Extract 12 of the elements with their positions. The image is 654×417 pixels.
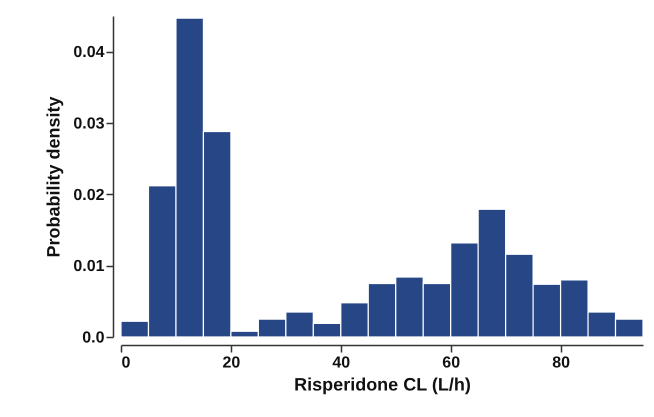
x-tick-label: 40 (332, 354, 350, 372)
x-tick-label: 0 (122, 354, 130, 372)
y-axis-title: Probability density (43, 96, 64, 258)
y-tick-label: 0.01 (73, 258, 105, 276)
x-axis-title: Risperidone CL (L/h) (294, 374, 471, 394)
y-tick-label: 0.03 (73, 116, 105, 132)
y-tick-label: 0.0 (82, 330, 105, 346)
y-tick-label: 0.04 (73, 44, 105, 62)
x-tick-label: 80 (552, 354, 570, 372)
x-tick-label: 20 (222, 354, 240, 372)
x-tick-label: 60 (442, 354, 460, 372)
y-tick-label: 0.02 (73, 186, 105, 204)
